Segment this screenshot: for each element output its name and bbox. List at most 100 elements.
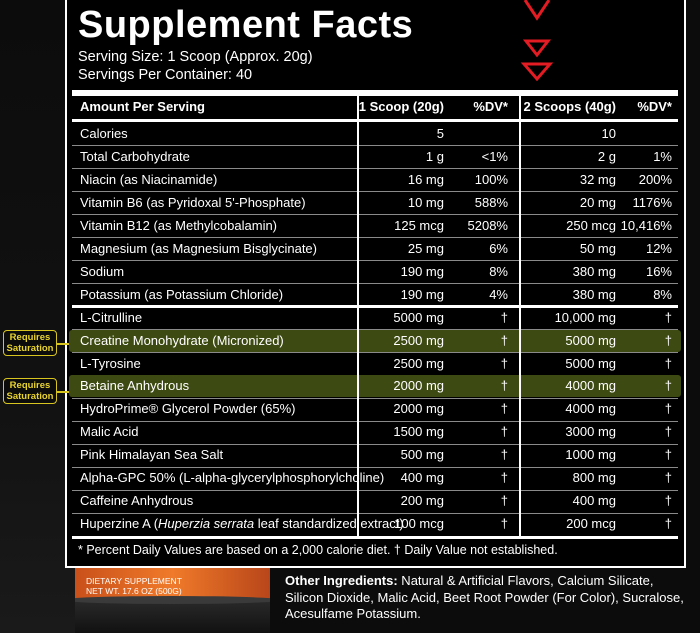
ingredient-name: L-Citrulline [80, 309, 143, 325]
table-row: Caffeine Anhydrous 200 mg † 400 mg † [72, 490, 678, 512]
table-row: Vitamin B12 (as Methylcobalamin) 125 mcg 5… [72, 215, 678, 237]
amount-two-scoops: 10 [601, 126, 616, 141]
ingredient-name-prefix: Huperzine A ( [80, 516, 159, 532]
amount-one-scoop: 500 mg [400, 447, 444, 463]
amount-two-scoops: 250 mcg [566, 217, 616, 233]
column-divider-2 [519, 96, 521, 536]
dv-one-scoop: † [500, 332, 508, 348]
header-dv-1: %DV* [473, 99, 508, 114]
ingredient-name: Huperzine A (Huperzia serrata leaf stand… [80, 513, 404, 535]
amount-one-scoop: 16 mg [407, 171, 444, 187]
amount-one-scoop: 25 mg [407, 240, 444, 256]
ingredient-name: Vitamin B6 (as Pyridoxal 5'-Phosphate) [80, 194, 306, 210]
dv-one-scoop: † [500, 355, 508, 371]
amount-two-scoops: 5000 mg [565, 332, 616, 348]
dv-one-scoop: † [500, 424, 508, 440]
table-row: Vitamin B6 (as Pyridoxal 5'-Phosphate) 10… [72, 192, 678, 214]
dv-two-scoops: † [664, 401, 672, 417]
dv-one-scoop: † [500, 470, 508, 486]
badge-pointer [57, 343, 69, 345]
dv-one-scoop: 100% [474, 171, 508, 187]
facts-title: Supplement Facts [78, 4, 414, 46]
amount-one-scoop: 125 mcg [394, 217, 444, 233]
header-dv-2: %DV* [637, 99, 672, 114]
requires-saturation-badge: Requires Saturation [3, 330, 57, 356]
bottom-rule [72, 536, 678, 539]
row-highlight [69, 329, 681, 352]
amount-one-scoop: 2000 mg [393, 401, 444, 417]
row-separator [72, 214, 678, 216]
amount-one-scoop: 2500 mg [393, 355, 444, 371]
table-row: Niacin (as Niacinamide) 16 mg 100% 32 mg 200… [72, 169, 678, 191]
amount-one-scoop: 2500 mg [393, 332, 444, 348]
ingredient-name: Potassium (as Potassium Chloride) [80, 286, 284, 302]
badge-line-2: Saturation [6, 391, 54, 402]
amount-one-scoop: 190 mg [400, 286, 444, 302]
row-separator [72, 191, 678, 193]
dv-two-scoops: † [664, 309, 672, 325]
amount-one-scoop: 190 mg [400, 263, 444, 279]
ingredient-name: Total Carbohydrate [80, 148, 190, 164]
row-separator [72, 420, 678, 422]
amount-one-scoop: 5 [436, 126, 444, 141]
table-row: Total Carbohydrate 1 g <1% 2 g 1% [72, 146, 678, 168]
servings-per-container: Servings Per Container: 40 [78, 67, 253, 83]
table-row: Pink Himalayan Sea Salt 500 mg † 1000 mg † [72, 444, 678, 466]
badge-line-2: Saturation [6, 343, 54, 354]
row-separator [72, 489, 678, 491]
amount-two-scoops: 2 g [597, 148, 616, 164]
row-separator [72, 466, 678, 468]
product-container-image [75, 568, 270, 633]
row-separator [72, 145, 678, 147]
table-row: L-Tyrosine 2500 mg † 5000 mg † [72, 353, 678, 375]
table-row: Magnesium (as Magnesium Bisglycinate) 25 … [72, 238, 678, 260]
dv-two-scoops: † [664, 470, 672, 486]
row-separator [72, 443, 678, 445]
table-row: Creatine Monohydrate (Micronized) 2500 mg… [69, 329, 681, 352]
amount-two-scoops: 380 mg [572, 286, 616, 302]
ingredient-name: Alpha-GPC 50% (L-alpha-glycerylphosphory… [80, 470, 385, 486]
ingredient-name: Vitamin B12 (as Methylcobalamin) [80, 217, 278, 233]
row-separator [72, 168, 678, 170]
badge-line-1: Requires [9, 380, 51, 391]
badge-pointer [57, 391, 69, 393]
row-separator [72, 237, 678, 239]
row-separator [72, 512, 678, 514]
dv-two-scoops: † [664, 332, 672, 348]
dv-two-scoops: 1176% [632, 194, 672, 210]
dv-one-scoop: <1% [481, 148, 508, 164]
amount-two-scoops: 200 mcg [566, 516, 616, 532]
dv-two-scoops: † [664, 424, 672, 440]
ingredient-name: Creatine Monohydrate (Micronized) [80, 332, 284, 348]
ingredient-name-suffix: leaf standardized extract) [254, 516, 404, 532]
requires-saturation-badge: Requires Saturation [3, 378, 57, 404]
net-weight-text: NET WT. 17.6 OZ (500G) [86, 586, 182, 596]
row-highlight [69, 375, 681, 398]
footnote: * Percent Daily Values are based on a 2,… [78, 543, 558, 557]
row-separator [72, 397, 678, 399]
dv-one-scoop: 588% [474, 194, 508, 210]
amount-one-scoop: 10 mg [407, 194, 444, 210]
amount-one-scoop: 400 mg [400, 470, 444, 486]
table-row: Alpha-GPC 50% (L-alpha-glycerylphosphory… [72, 467, 678, 489]
amount-two-scoops: 20 mg [579, 194, 616, 210]
ingredient-name: Betaine Anhydrous [80, 378, 190, 394]
header-rule [72, 119, 678, 122]
dv-one-scoop: † [500, 516, 508, 532]
dv-two-scoops: 16% [645, 263, 672, 279]
header-amount: Amount Per Serving [80, 99, 205, 114]
amount-one-scoop: 200 mg [400, 493, 444, 509]
dv-one-scoop: † [500, 493, 508, 509]
amount-two-scoops: 4000 mg [565, 378, 616, 394]
dietary-supplement-text: DIETARY SUPPLEMENT [86, 576, 182, 586]
ingredient-name: L-Tyrosine [80, 355, 141, 371]
amount-two-scoops: 10,000 mg [554, 309, 616, 325]
top-rule [72, 90, 678, 96]
table-row: Potassium (as Potassium Chloride) 190 mg 4… [72, 284, 678, 306]
amount-two-scoops: 50 mg [579, 240, 616, 256]
other-ingredients-text: Natural & Artificial Flavors, Calcium Si… [285, 573, 684, 621]
table-row: L-Citrulline 5000 mg † 10,000 mg † [72, 307, 678, 329]
dv-two-scoops: 12% [645, 240, 672, 256]
ingredient-name: Magnesium (as Magnesium Bisglycinate) [80, 240, 317, 256]
amount-two-scoops: 400 mg [572, 493, 616, 509]
